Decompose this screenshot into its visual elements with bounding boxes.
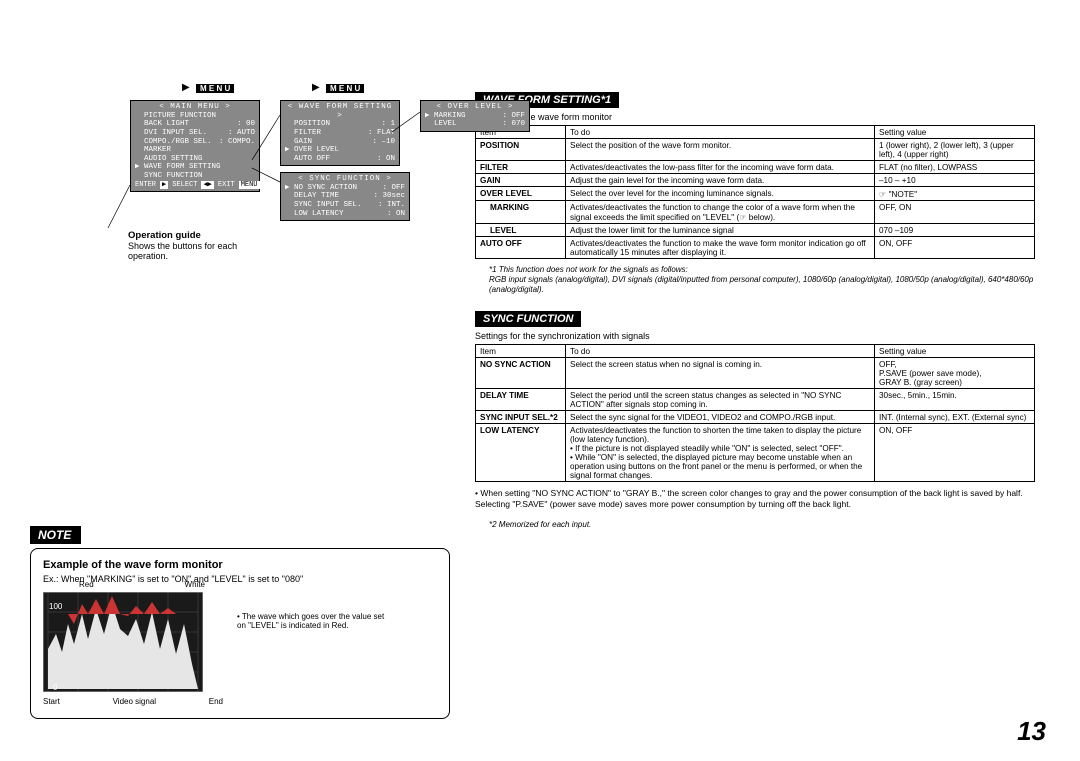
osd-main-title: < MAIN MENU > (135, 103, 255, 112)
page-number: 13 (1017, 716, 1046, 747)
osd-main-menu: < MAIN MENU > PICTURE FUNCTION BACK LIGH… (130, 100, 260, 192)
osd-over-menu: < OVER LEVEL > ▶ MARKING: OFF LEVEL: 070 (420, 100, 530, 132)
waveform-sub: Settings for the wave form monitor (475, 112, 1035, 122)
osd-sync-menu: < SYNC FUNCTION > ▶ NO SYNC ACTION: OFF … (280, 172, 410, 221)
note-example: Ex.: When "MARKING" is set to "ON" and "… (43, 574, 437, 584)
menu-label-2: M E N U (326, 84, 364, 93)
note-box: Example of the wave form monitor Ex.: Wh… (30, 548, 450, 719)
osd-diagram: M E N U M E N U ▶ ▶ < MAIN MENU > PICTUR… (30, 90, 450, 270)
osd-wave-title: < WAVE FORM SETTING > (285, 103, 395, 120)
sync-header: SYNC FUNCTION (475, 311, 581, 327)
label-video: Video signal (113, 697, 156, 706)
sync-footnote: *2 Memorized for each input. (489, 520, 1035, 530)
waveform-table: ItemTo doSetting valuePOSITIONSelect the… (475, 125, 1035, 259)
sync-table: ItemTo doSetting valueNO SYNC ACTIONSele… (475, 344, 1035, 482)
osd-over-title: < OVER LEVEL > (425, 103, 525, 112)
note-title: Example of the wave form monitor (43, 559, 437, 571)
sync-bullets: • When setting "NO SYNC ACTION" to "GRAY… (475, 488, 1035, 510)
osd-sync-title: < SYNC FUNCTION > (285, 175, 405, 184)
osd-wave-menu: < WAVE FORM SETTING > POSITION: 1 FILTER… (280, 100, 400, 166)
sync-sub: Settings for the synchronization with si… (475, 331, 1035, 341)
waveform-footnote: *1 This function does not work for the s… (489, 265, 1035, 295)
note-desc: • The wave which goes over the value set… (237, 612, 387, 630)
menu-label-1: M E N U (196, 84, 234, 93)
label-red: Red (79, 580, 94, 589)
label-white: White (185, 580, 205, 589)
label-end: End (209, 697, 223, 706)
waveform-graphic (43, 592, 203, 692)
note-tag: NOTE (30, 526, 81, 544)
label-start: Start (43, 697, 60, 706)
